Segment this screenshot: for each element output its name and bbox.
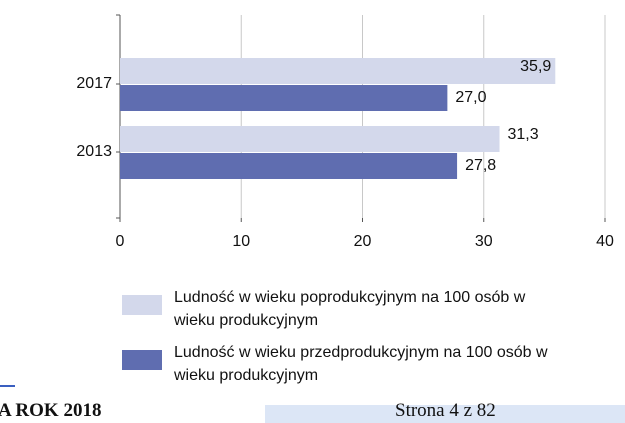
footer-right: Strona 4 z 82 bbox=[395, 400, 496, 421]
value-label: 27,8 bbox=[465, 157, 496, 174]
x-tick-label: 0 bbox=[116, 233, 125, 250]
value-label: 35,9 bbox=[520, 58, 551, 75]
bar bbox=[120, 126, 500, 152]
x-tick-label: 40 bbox=[596, 233, 614, 250]
x-tick-label: 10 bbox=[232, 233, 250, 250]
y-tick-label: 2017 bbox=[76, 75, 112, 92]
value-label: 27,0 bbox=[455, 89, 486, 106]
bar bbox=[120, 85, 448, 111]
value-label: 31,3 bbox=[508, 126, 539, 143]
y-tick-label: 2013 bbox=[76, 143, 112, 160]
bar bbox=[120, 58, 556, 84]
legend-swatch bbox=[122, 295, 162, 315]
legend-swatch bbox=[122, 350, 162, 370]
x-tick-label: 30 bbox=[475, 233, 493, 250]
footer-band bbox=[265, 405, 625, 423]
legend-label: Ludność w wieku przedprodukcyjnym na 100… bbox=[174, 344, 548, 384]
x-tick-label: 20 bbox=[354, 233, 372, 250]
bar bbox=[120, 153, 458, 179]
legend-label: Ludność w wieku poprodukcyjnym na 100 os… bbox=[174, 289, 526, 329]
footer-left: A ROK 2018 bbox=[0, 400, 102, 421]
